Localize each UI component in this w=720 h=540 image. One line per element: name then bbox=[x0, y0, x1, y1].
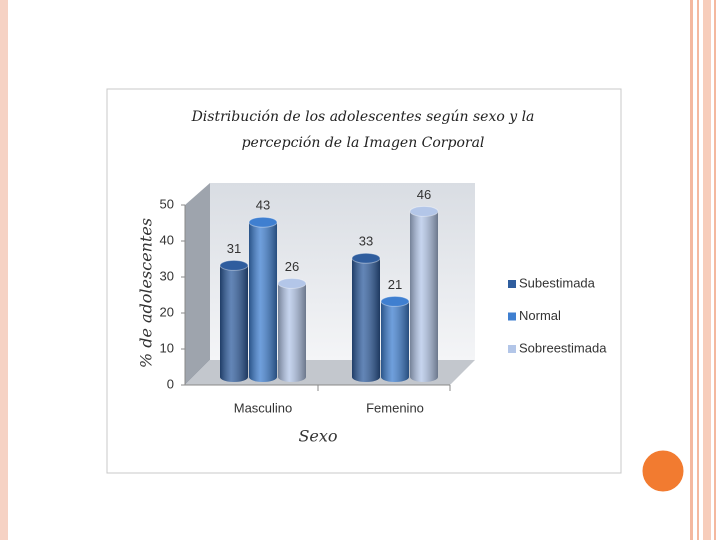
bar-shade bbox=[352, 258, 380, 382]
y-tick-label: 50 bbox=[160, 196, 174, 211]
value-label: 31 bbox=[227, 241, 241, 256]
y-tick-label: 30 bbox=[160, 268, 174, 283]
value-label: 43 bbox=[256, 198, 270, 213]
bar-top bbox=[219, 259, 249, 271]
bar-shade bbox=[278, 283, 306, 382]
bar bbox=[351, 252, 381, 382]
x-tick-label: Masculino bbox=[234, 400, 293, 415]
bar-shade bbox=[381, 301, 409, 382]
y-tick-label: 0 bbox=[167, 376, 174, 391]
x-tick-label: Femenino bbox=[366, 400, 424, 415]
y-tick-label: 40 bbox=[160, 232, 174, 247]
legend-label: Subestimada bbox=[519, 275, 596, 290]
legend-swatch bbox=[508, 312, 516, 321]
side-wall bbox=[185, 183, 210, 385]
bar bbox=[277, 277, 307, 382]
x-axis-label: Sexo bbox=[298, 427, 337, 446]
chart-title: percepción de la Imagen Corporal bbox=[242, 135, 485, 151]
legend-label: Normal bbox=[519, 308, 561, 323]
bar bbox=[219, 259, 249, 382]
bar-top bbox=[248, 216, 278, 228]
legend-swatch bbox=[508, 280, 516, 288]
y-tick-label: 10 bbox=[160, 340, 174, 355]
bar-shade bbox=[249, 222, 277, 382]
bar bbox=[248, 216, 278, 382]
y-axis-label: % de adolescentes bbox=[137, 218, 156, 368]
legend-label: Sobreestimada bbox=[519, 340, 607, 355]
value-label: 26 bbox=[285, 259, 299, 274]
chart-title: Distribución de los adolescentes según s… bbox=[191, 109, 535, 125]
bar bbox=[380, 295, 410, 382]
bar-shade bbox=[410, 211, 438, 382]
legend-swatch bbox=[508, 345, 516, 353]
value-label: 21 bbox=[388, 277, 402, 292]
bar-shade bbox=[220, 265, 248, 382]
value-label: 46 bbox=[417, 187, 431, 202]
bar-top bbox=[380, 295, 410, 307]
bar-top bbox=[409, 205, 439, 217]
bar bbox=[409, 205, 439, 382]
value-label: 33 bbox=[359, 234, 373, 249]
bar-top bbox=[277, 277, 307, 289]
bar-top bbox=[351, 252, 381, 264]
y-tick-label: 20 bbox=[160, 304, 174, 319]
